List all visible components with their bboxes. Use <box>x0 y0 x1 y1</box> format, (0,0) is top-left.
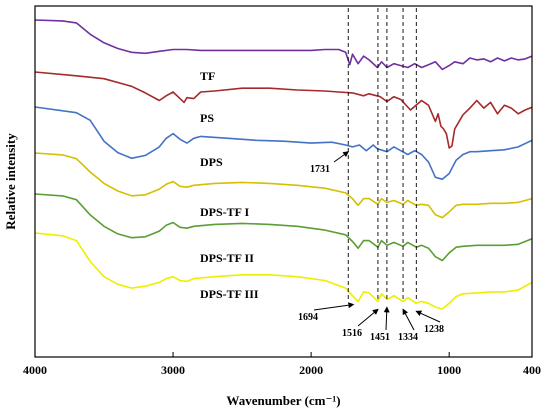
annotation-label-1334: 1334 <box>398 332 418 343</box>
series-line-ps <box>34 71 533 149</box>
series-line-dps-tf-iii <box>34 232 533 310</box>
series-line-dps-tf-i <box>34 152 533 219</box>
x-axis-label: Wavenumber (cm⁻¹) <box>226 393 340 408</box>
x-tick-label-2000: 2000 <box>299 363 323 377</box>
series-layer <box>34 19 533 310</box>
x-tick-label-1000: 1000 <box>437 363 461 377</box>
series-label-dps-tf-ii: DPS-TF II <box>200 251 254 265</box>
series-label-dps: DPS <box>200 155 223 169</box>
x-axis-ticks: 4000 3000 2000 1000 400 <box>23 352 541 377</box>
series-label-dps-tf-iii: DPS-TF III <box>200 287 259 301</box>
annotation-arrow-1694 <box>313 302 355 311</box>
annotation-label-1516: 1516 <box>342 328 362 339</box>
annotation-arrow-1334 <box>402 308 415 331</box>
annotation-arrow-1238 <box>415 310 441 323</box>
annotation-label-1694: 1694 <box>298 312 318 323</box>
series-label-tf: TF <box>200 69 215 83</box>
series-line-dps-tf-ii <box>34 193 533 262</box>
annotation-label-1451: 1451 <box>370 332 390 343</box>
x-tick-label-400: 400 <box>523 363 541 377</box>
series-labels: TF PS DPS DPS-TF I DPS-TF II DPS-TF III <box>200 69 259 301</box>
series-line-dps <box>34 106 533 180</box>
peak-annotations: 1731 1694 1516 1451 1334 1238 <box>298 151 444 343</box>
annotation-arrow-1451 <box>383 306 390 331</box>
series-label-dps-tf-i: DPS-TF I <box>200 205 250 219</box>
annotation-arrow-1516 <box>357 308 379 327</box>
plot-frame <box>34 5 533 358</box>
series-line-tf <box>34 19 533 71</box>
series-label-ps: PS <box>200 111 214 125</box>
annotation-label-1238: 1238 <box>424 324 444 335</box>
annotation-arrow-1731 <box>333 151 350 163</box>
annotation-label-1731: 1731 <box>310 164 330 175</box>
y-axis-label: Relative intensity <box>3 133 18 230</box>
x-tick-label-4000: 4000 <box>23 363 47 377</box>
x-tick-label-3000: 3000 <box>161 363 185 377</box>
